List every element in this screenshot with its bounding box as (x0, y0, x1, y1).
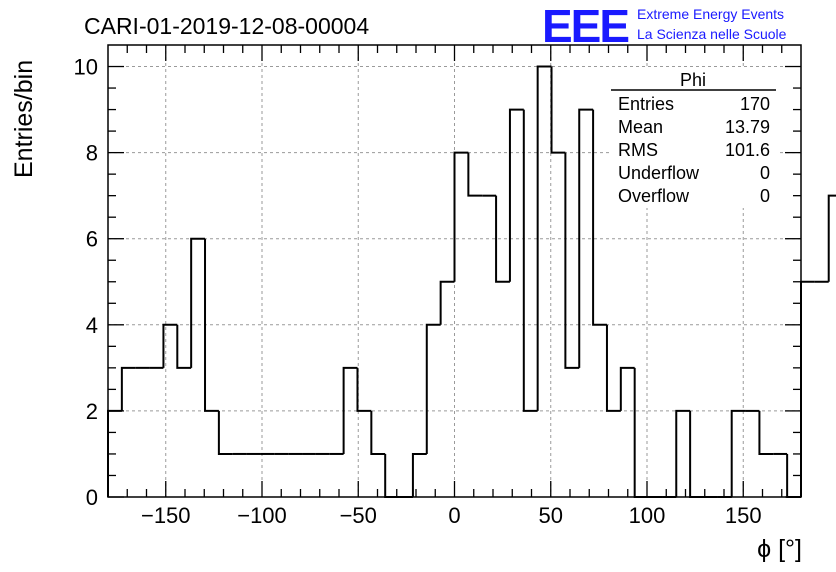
histogram-bin (758, 410, 774, 455)
x-tick-label: 0 (448, 503, 460, 528)
stats-row-label: RMS (618, 140, 658, 160)
x-tick-label: 50 (539, 503, 563, 528)
y-tick-label: 0 (86, 485, 98, 510)
histogram-bin (120, 366, 136, 411)
histogram-bin (217, 410, 233, 455)
histogram-bin (689, 410, 704, 498)
histogram-bin (411, 452, 427, 497)
stats-row-label: Overflow (618, 186, 690, 206)
histogram-bin (176, 324, 192, 369)
histogram-bin (356, 367, 372, 412)
stats-row-value: 13.79 (725, 117, 770, 137)
y-tick-label: 10 (74, 55, 98, 80)
stats-row-value: 170 (740, 94, 770, 114)
x-axis-label: ϕ [°] (757, 535, 802, 563)
x-tick-label: −50 (340, 503, 377, 528)
histogram-bin (342, 366, 358, 454)
histogram-outline (107, 65, 836, 498)
x-tick-label: 150 (725, 503, 762, 528)
histogram-bin (827, 194, 836, 282)
histogram-bin (467, 152, 483, 197)
histogram-bin (162, 323, 178, 368)
stats-box-bg (610, 68, 777, 208)
histogram-bin (495, 195, 510, 283)
x-tick-label: −100 (237, 503, 287, 528)
eee-logo-line1: Extreme Energy Events (637, 6, 784, 22)
y-tick-label: 6 (86, 227, 98, 252)
x-axis-ticks: −150 −100 −50 0 50 100 150 (126, 45, 783, 528)
eee-logo-line2: La Scienza nelle Scuole (637, 26, 787, 42)
y-tick-label: 2 (86, 399, 98, 424)
histogram-bin (633, 367, 649, 498)
histogram-bin (425, 323, 441, 454)
eee-logo: EEE Extreme Energy Events La Scienza nel… (542, 0, 787, 52)
histogram-bin (550, 66, 566, 154)
histogram-bin (370, 410, 386, 455)
stats-box-name: Phi (680, 70, 706, 90)
histogram-bin (522, 109, 538, 412)
histogram-bin (800, 280, 815, 497)
histogram-bin (675, 409, 691, 497)
histogram-bin (592, 109, 607, 326)
stats-row-value: 0 (760, 163, 770, 183)
histogram-bin (204, 238, 219, 412)
y-tick-label: 8 (86, 141, 98, 166)
eee-logo-mark: EEE (542, 0, 628, 52)
histogram-bin (453, 151, 469, 282)
stats-row-value: 0 (760, 186, 770, 206)
y-axis-ticks: 0 2 4 6 8 10 (74, 55, 801, 510)
chart-title: CARI-01-2019-12-08-00004 (84, 13, 369, 39)
histogram-bin (439, 280, 455, 325)
x-tick-label: −150 (141, 503, 191, 528)
stats-row-label: Entries (618, 94, 674, 114)
histogram-bin (190, 237, 206, 368)
stats-box: Phi Entries 170 Mean 13.79 RMS 101.6 Underflow… (610, 68, 777, 208)
histogram-bin (578, 108, 594, 368)
histogram-bin (730, 409, 746, 497)
y-tick-label: 4 (86, 313, 98, 338)
stats-row-label: Mean (618, 117, 663, 137)
stats-row-label: Underflow (618, 163, 700, 183)
histogram-bin (605, 324, 621, 412)
stats-row-value: 101.6 (725, 140, 770, 160)
x-tick-label: 100 (629, 503, 666, 528)
histogram-bin (536, 65, 552, 411)
histogram-bin (619, 366, 635, 411)
histogram-bin (564, 152, 580, 369)
histogram-bin (508, 108, 524, 282)
y-axis-label: Entries/bin (10, 60, 38, 178)
